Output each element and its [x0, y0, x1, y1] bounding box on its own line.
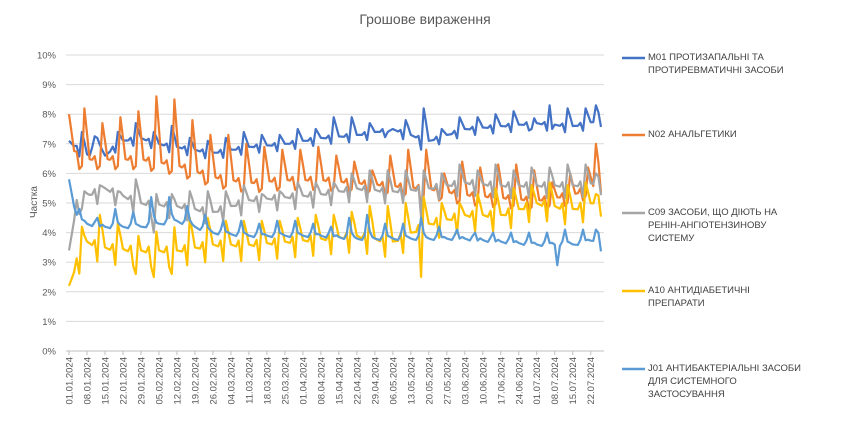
series-line-3 [67, 163, 603, 251]
y-tick-label: 0% [42, 347, 56, 358]
y-axis-ticks: 0% 1% 2% 3% 4% 5% 6% 7% 8% 9% 10% [37, 51, 57, 358]
x-tick-label: 22.07.2024 [586, 357, 597, 405]
x-tick-label: 19.02.2024 [190, 357, 201, 405]
x-tick-label: 01.07.2024 [532, 357, 543, 405]
x-tick-label: 25.03.2024 [280, 357, 291, 405]
y-tick-label: 5% [42, 199, 56, 210]
y-tick-label: 7% [42, 139, 56, 150]
x-tick-label: 12.02.2024 [172, 357, 183, 405]
x-tick-label: 15.04.2024 [334, 357, 345, 405]
x-tick-label: 01.01.2024 [65, 357, 76, 405]
x-tick-label: 29.01.2024 [136, 357, 147, 405]
x-tick-label: 11.03.2024 [244, 357, 255, 404]
legend-label: J01 АНТИБАКТЕРІАЛЬНІ ЗАСОБИ ДЛЯ СИСТЕМНО… [648, 363, 801, 400]
x-tick-label: 13.05.2024 [406, 357, 417, 405]
x-tick-label: 27.05.2024 [442, 357, 453, 405]
legend-label: N02 АНАЛЬГЕТИКИ [648, 129, 737, 140]
legend-label: M01 ПРОТИЗАПАЛЬНІ ТА ПРОТИРЕВМАТИЧНІ ЗАС… [648, 52, 784, 76]
x-axis-ticks: 01.01.2024 08.01.2024 15.01.2024 22.01.2024… [65, 351, 597, 405]
y-tick-label: 1% [42, 317, 56, 328]
x-tick-label: 20.05.2024 [424, 357, 435, 405]
y-tick-label: 6% [42, 169, 56, 180]
x-tick-label: 08.01.2024 [82, 357, 93, 405]
x-tick-label: 01.04.2024 [298, 357, 309, 405]
x-tick-label: 17.06.2024 [496, 357, 507, 405]
x-tick-label: 04.03.2024 [226, 357, 237, 405]
x-tick-label: 05.02.2024 [154, 357, 165, 405]
x-tick-label: 03.06.2024 [460, 357, 471, 405]
y-tick-label: 3% [42, 258, 56, 269]
x-tick-label: 08.07.2024 [550, 357, 561, 405]
legend [622, 56, 645, 371]
y-tick-label: 2% [42, 287, 56, 298]
x-tick-label: 15.07.2024 [568, 357, 579, 405]
series-line-2 [67, 95, 603, 212]
legend-label: C09 ЗАСОБИ, ЩО ДІЮТЬ НА РЕНІН-АНГІОТЕНЗИ… [648, 207, 778, 244]
legend-label: A10 АНТИДІАБЕТИЧНІ ПРЕПАРАТИ [648, 285, 750, 309]
x-tick-label: 29.04.2024 [370, 357, 381, 405]
x-tick-label: 22.04.2024 [352, 357, 363, 405]
x-tick-label: 22.01.2024 [118, 357, 129, 405]
series-line-5 [67, 179, 603, 267]
series-line-4 [67, 181, 603, 287]
x-tick-label: 10.06.2024 [478, 357, 489, 405]
x-tick-label: 06.05.2024 [388, 357, 399, 405]
y-tick-label: 4% [42, 228, 56, 239]
y-axis-label: Частка [29, 186, 40, 218]
series-lines [67, 95, 603, 287]
x-tick-label: 26.02.2024 [208, 357, 219, 405]
x-tick-label: 24.06.2024 [514, 357, 525, 405]
y-tick-label: 9% [42, 80, 56, 91]
x-tick-label: 08.04.2024 [316, 357, 327, 405]
y-tick-label: 10% [37, 51, 57, 62]
y-tick-label: 8% [42, 110, 56, 121]
chart-title: Грошове вираження [359, 11, 490, 27]
x-tick-label: 18.03.2024 [262, 357, 273, 405]
series-line-1 [68, 104, 603, 160]
x-tick-label: 15.01.2024 [100, 357, 111, 405]
